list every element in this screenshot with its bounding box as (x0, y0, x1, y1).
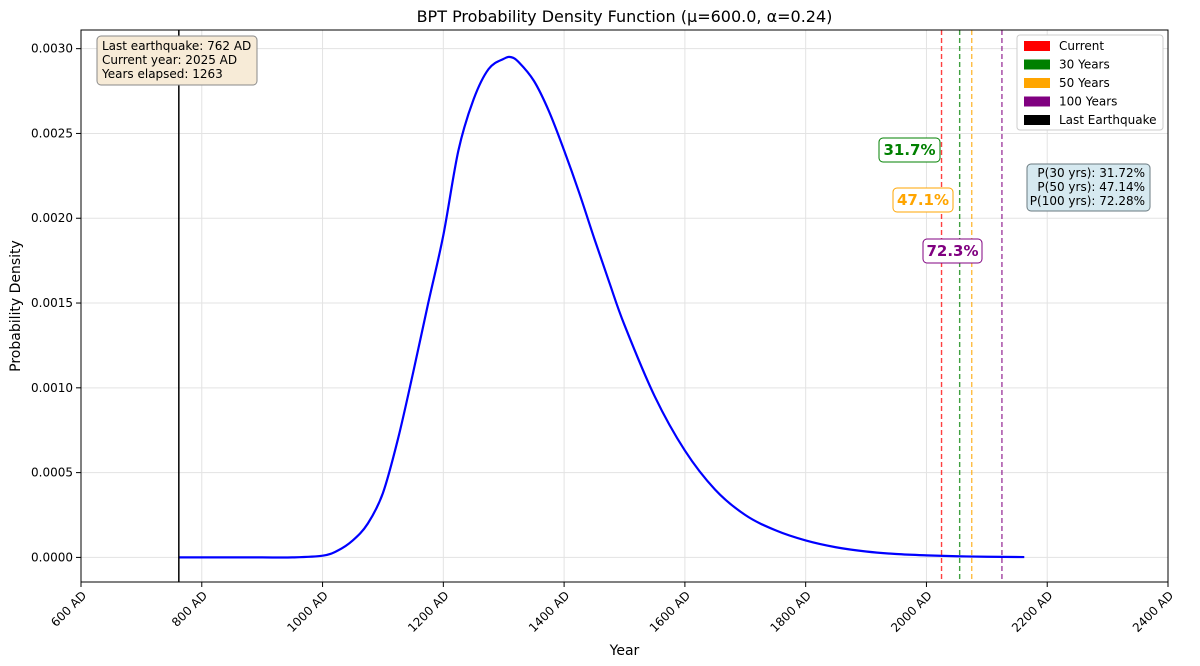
x-axis-ticks: 600 AD 800 AD 1000 AD 1200 AD 1400 AD 1600 AD… (48, 582, 1176, 635)
summary-line-50: P(50 yrs): 47.14% (1037, 180, 1145, 194)
prob-label-30-box (878, 137, 941, 163)
chart-title: BPT Probability Density Function (μ=600.… (417, 7, 833, 26)
y-axis-label: Probability Density (8, 240, 24, 372)
summary-line-100: P(100 yrs): 72.28% (1030, 194, 1145, 208)
prob-label-100-box (922, 238, 983, 264)
prob-label-50-box (892, 187, 954, 213)
y-tick-label: 0.0015 (31, 296, 73, 310)
probability-labels: 31.7% 47.1% 72.3% (878, 137, 983, 264)
y-tick-label: 0.0000 (31, 550, 73, 564)
legend-swatch-30-years (1024, 59, 1050, 70)
y-tick-label: 0.0010 (31, 381, 73, 395)
info-line-current-year: Current year: 2025 AD (102, 53, 237, 67)
grid (80, 30, 1169, 582)
y-tick-label: 0.0005 (31, 466, 73, 480)
info-box: Last earthquake: 762 AD Current year: 20… (96, 35, 258, 86)
x-tick-label: 1800 AD (767, 588, 814, 635)
info-line-years-elapsed: Years elapsed: 1263 (101, 67, 223, 81)
x-tick-label: 2000 AD (888, 588, 935, 635)
x-tick-label: 1000 AD (284, 588, 331, 635)
y-tick-label: 0.0020 (31, 211, 73, 225)
legend-swatch-100-years (1024, 96, 1050, 107)
legend-swatch-current (1024, 41, 1050, 51)
vertical-lines (178, 30, 1003, 582)
x-tick-label: 600 AD (48, 588, 89, 629)
x-tick-label: 800 AD (169, 588, 210, 629)
y-tick-label: 0.0025 (31, 126, 73, 140)
series-layer (178, 55, 1025, 559)
y-tick-label: 0.0030 (31, 42, 73, 56)
prob-label-30: 31.7% (883, 141, 935, 159)
legend-label-50-years: 50 Years (1059, 76, 1110, 90)
pdf-curve (178, 55, 1025, 559)
summary-box: P(30 yrs): 31.72% P(50 yrs): 47.14% P(10… (1026, 163, 1151, 212)
x-tick-label: 1200 AD (405, 588, 452, 635)
prob-label-100: 72.3% (926, 242, 978, 260)
x-tick-label: 2400 AD (1130, 588, 1177, 635)
summary-box-background (1026, 163, 1151, 212)
y-axis-ticks: 0.0000 0.0005 0.0010 0.0015 0.0020 0.0025 0.00… (31, 42, 81, 564)
prob-label-50: 47.1% (897, 191, 949, 209)
summary-line-30: P(30 yrs): 31.72% (1037, 166, 1145, 180)
legend-label-100-years: 100 Years (1059, 95, 1117, 109)
plot-frame (80, 29, 1169, 583)
x-tick-label: 1600 AD (647, 588, 694, 635)
legend-label-last-earthquake: Last Earthquake (1059, 113, 1156, 127)
legend-label-30-years: 30 Years (1059, 58, 1110, 72)
legend-label-current: Current (1059, 39, 1104, 53)
info-line-last-earthquake: Last earthquake: 762 AD (102, 39, 251, 53)
x-axis-label: Year (609, 643, 640, 659)
legend-swatch-50-years (1024, 78, 1050, 88)
legend: Current 30 Years 50 Years 100 Years Last Ear… (1016, 34, 1164, 131)
legend-frame (1016, 34, 1164, 131)
x-tick-label: 2200 AD (1009, 588, 1056, 635)
info-box-background (96, 35, 258, 86)
x-tick-label: 1400 AD (526, 588, 573, 635)
legend-swatch-last-earthquake (1024, 115, 1050, 125)
